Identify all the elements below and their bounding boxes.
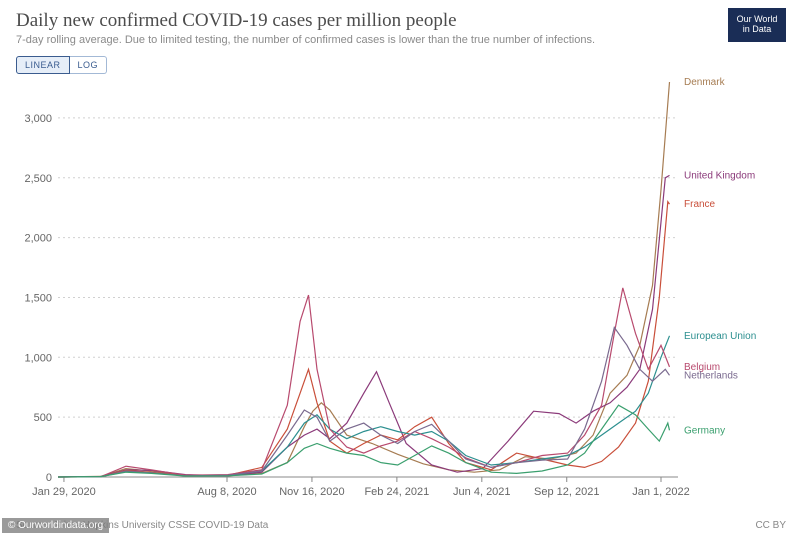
y-tick-label: 1,500 bbox=[24, 292, 52, 304]
series-label-united-kingdom[interactable]: United Kingdom bbox=[684, 170, 755, 181]
series-label-germany[interactable]: Germany bbox=[684, 425, 725, 436]
y-tick-label: 2,500 bbox=[24, 173, 52, 185]
x-tick-label: Jan 1, 2022 bbox=[632, 486, 690, 498]
y-tick-label: 2,000 bbox=[24, 233, 52, 245]
chart-svg: 0 500 1,000 1,500 2,000 2,500 3,000 Jan 29, 202… bbox=[16, 82, 786, 497]
scale-toggle: LINEAR LOG bbox=[16, 56, 800, 74]
chart-title: Daily new confirmed COVID-19 cases per m… bbox=[16, 10, 784, 32]
x-tick-label: Jan 29, 2020 bbox=[32, 486, 96, 498]
series-netherlands[interactable] bbox=[58, 327, 670, 477]
series-label-european-union[interactable]: European Union bbox=[684, 331, 756, 342]
series-france[interactable] bbox=[58, 202, 670, 477]
y-tick-label: 0 bbox=[46, 472, 52, 484]
x-tick-label: Feb 24, 2021 bbox=[364, 486, 429, 498]
y-tick-label: 3,000 bbox=[24, 113, 52, 125]
chart-subtitle: 7-day rolling average. Due to limited te… bbox=[16, 34, 784, 46]
chart-footer: Source: Johns Hopkins University CSSE CO… bbox=[16, 520, 786, 531]
log-button[interactable]: LOG bbox=[70, 56, 108, 74]
series-denmark[interactable] bbox=[58, 82, 670, 477]
series-belgium[interactable] bbox=[58, 288, 670, 477]
x-tick-label: Nov 16, 2020 bbox=[279, 486, 344, 498]
series-label-netherlands[interactable]: Netherlands bbox=[684, 370, 738, 381]
license-text: CC BY bbox=[755, 520, 786, 531]
x-tick-label: Aug 8, 2020 bbox=[197, 486, 256, 498]
series-label-denmark[interactable]: Denmark bbox=[684, 77, 726, 88]
series-label-france[interactable]: France bbox=[684, 199, 716, 210]
chart-area: 0 500 1,000 1,500 2,000 2,500 3,000 Jan 29, 202… bbox=[16, 82, 786, 497]
linear-button[interactable]: LINEAR bbox=[16, 56, 70, 74]
x-tick-label: Sep 12, 2021 bbox=[534, 486, 599, 498]
y-tick-label: 500 bbox=[34, 412, 52, 424]
logo-line2: in Data bbox=[743, 25, 772, 35]
owid-logo[interactable]: Our World in Data bbox=[728, 8, 786, 42]
x-tick-label: Jun 4, 2021 bbox=[453, 486, 511, 498]
y-tick-label: 1,000 bbox=[24, 352, 52, 364]
watermark: © Ourworldindata.org bbox=[2, 518, 109, 533]
